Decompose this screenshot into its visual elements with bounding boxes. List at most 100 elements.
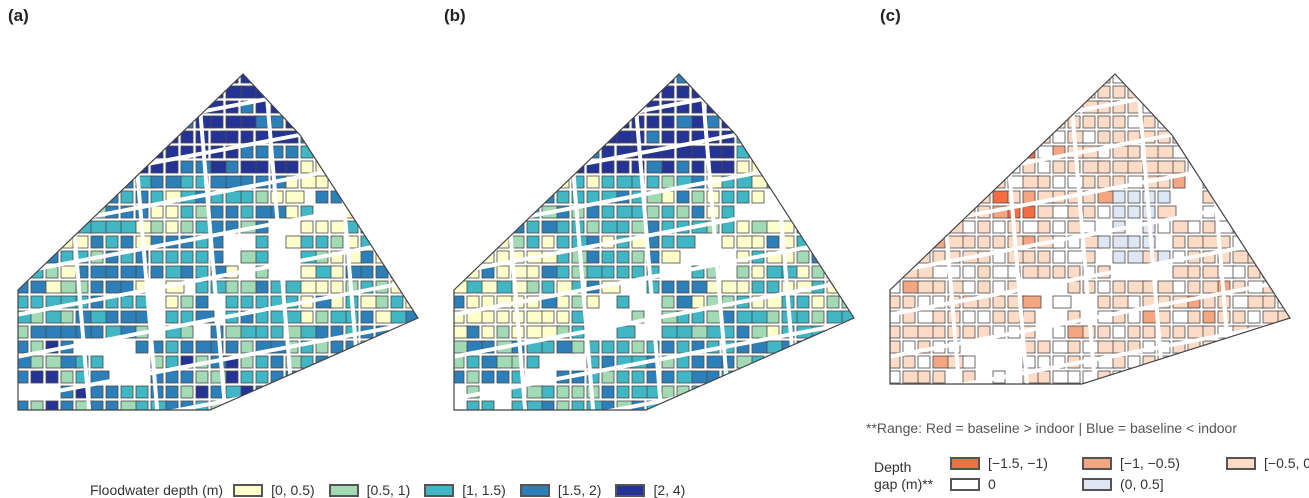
building-block xyxy=(873,401,885,413)
building-block xyxy=(1217,340,1231,354)
building-block xyxy=(811,340,825,354)
building-block xyxy=(225,130,239,144)
building-block xyxy=(1187,74,1201,84)
building-block xyxy=(661,130,675,144)
building-block xyxy=(165,250,179,264)
building-block xyxy=(18,85,35,99)
building-block xyxy=(315,325,329,339)
building-block xyxy=(150,205,164,219)
building-block xyxy=(240,370,254,384)
building-block xyxy=(165,385,179,399)
building-block xyxy=(360,250,374,264)
building-block xyxy=(1142,370,1162,384)
building-block xyxy=(454,100,465,114)
building-block xyxy=(736,130,750,144)
building-block xyxy=(676,205,690,219)
building-block xyxy=(873,221,885,233)
building-block xyxy=(300,115,314,129)
building-block xyxy=(841,85,854,99)
building-block xyxy=(270,355,284,369)
building-block xyxy=(330,355,344,369)
building-block xyxy=(390,340,410,354)
building-block xyxy=(405,355,418,369)
building-block xyxy=(526,190,540,204)
building-block xyxy=(646,115,660,129)
building-block xyxy=(390,115,404,129)
building-block xyxy=(766,85,780,99)
building-block xyxy=(330,100,344,114)
building-block xyxy=(1262,235,1282,249)
building-block xyxy=(285,160,299,174)
building-block xyxy=(225,205,239,219)
building-block xyxy=(180,250,194,264)
building-block xyxy=(571,115,585,129)
building-block xyxy=(721,100,741,114)
building-block xyxy=(721,400,735,410)
building-block xyxy=(1052,74,1066,84)
building-block xyxy=(691,115,705,129)
building-block xyxy=(330,235,344,249)
building-block xyxy=(180,160,194,174)
building-block xyxy=(962,265,976,279)
building-block xyxy=(902,355,916,369)
building-block xyxy=(1127,295,1141,309)
building-block xyxy=(1202,130,1216,144)
building-block xyxy=(405,325,418,339)
building-block xyxy=(781,100,795,114)
building-block xyxy=(496,85,510,99)
street xyxy=(454,236,854,320)
map-c-outline xyxy=(889,73,1291,385)
building-block xyxy=(1097,175,1111,189)
building-block xyxy=(105,235,119,249)
building-block xyxy=(676,340,690,354)
building-block xyxy=(796,370,810,384)
building-block xyxy=(180,340,194,354)
building-block xyxy=(270,325,284,339)
building-block xyxy=(1142,325,1156,339)
building-block xyxy=(691,400,711,410)
building-block xyxy=(736,190,750,204)
building-block xyxy=(917,130,937,144)
building-block xyxy=(45,220,59,234)
building-block xyxy=(405,220,418,234)
building-block xyxy=(1247,74,1261,84)
building-block xyxy=(345,115,359,129)
building-block xyxy=(841,190,854,204)
building-block xyxy=(751,265,765,279)
building-block xyxy=(45,85,59,99)
building-block xyxy=(890,310,901,324)
building-block xyxy=(1082,175,1096,189)
building-block xyxy=(315,100,329,114)
building-block xyxy=(586,175,600,189)
building-block xyxy=(90,74,110,84)
building-block xyxy=(330,145,344,159)
building-block xyxy=(375,85,395,99)
building-block xyxy=(18,265,29,279)
building-block xyxy=(165,160,179,174)
building-block xyxy=(165,220,179,234)
street xyxy=(890,320,1290,384)
gap-swatch xyxy=(950,477,980,491)
building-block xyxy=(1262,355,1276,369)
building-block xyxy=(706,385,720,399)
building-block xyxy=(977,130,991,144)
building-block xyxy=(165,370,179,384)
building-block xyxy=(511,145,525,159)
building-block xyxy=(1232,100,1246,114)
building-block xyxy=(962,145,976,159)
building-block xyxy=(873,311,885,323)
building-block xyxy=(1247,100,1261,114)
building-block xyxy=(781,175,795,189)
building-block xyxy=(1277,355,1290,369)
building-block xyxy=(466,190,486,204)
building-block xyxy=(1262,100,1276,114)
building-block xyxy=(496,190,510,204)
building-block xyxy=(18,400,29,410)
building-block xyxy=(180,74,194,84)
building-block xyxy=(556,265,570,279)
street xyxy=(698,74,732,410)
building-block xyxy=(796,400,810,410)
building-block xyxy=(195,85,209,99)
building-block xyxy=(631,265,645,279)
building-block xyxy=(255,85,269,99)
